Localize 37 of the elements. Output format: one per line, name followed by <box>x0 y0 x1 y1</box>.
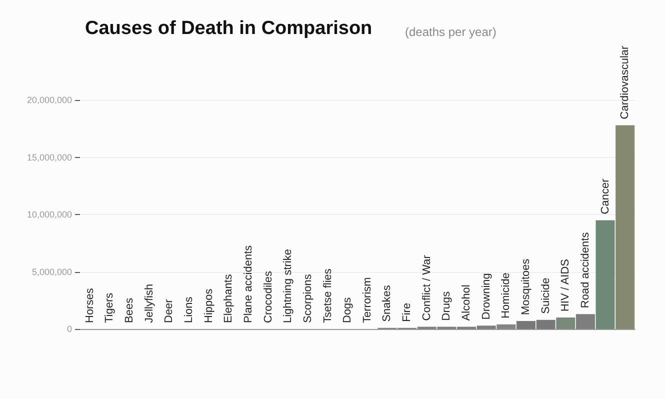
x-tick-label: Hippos <box>202 288 215 323</box>
x-tick-label: Fire <box>401 302 414 322</box>
x-tick-label: Drugs <box>440 290 453 321</box>
x-tick-label: Lions <box>183 296 196 323</box>
x-tick-label: Horses <box>84 288 96 323</box>
x-tick-label: Deer <box>163 298 176 323</box>
chart-subtitle: (deaths per year) <box>405 25 496 39</box>
y-tick-label: 5,000,000 <box>32 266 72 277</box>
x-tick-label: Cancer <box>599 178 612 214</box>
x-tick-label: Plane accidents <box>242 244 254 323</box>
bar <box>596 220 615 329</box>
x-tick-label: Lightning strike <box>282 249 294 323</box>
x-tick-label: Dogs <box>342 296 354 323</box>
x-tick-label: Scorpions <box>302 274 314 323</box>
y-tick-label: 10,000,000 <box>26 210 72 220</box>
x-tick-label: HIV / AIDS <box>560 258 572 312</box>
chart-title: Causes of Death in Comparison <box>85 18 372 39</box>
y-tick-label: 15,000,000 <box>26 152 72 162</box>
x-tick-label: Conflict / War <box>420 254 433 321</box>
x-tick-label: Crocodiles <box>262 270 274 323</box>
x-tick-label: Bees <box>124 297 136 323</box>
x-tick-label: Homicide <box>500 272 512 318</box>
bar <box>616 125 635 329</box>
x-tick-label: Elephants <box>222 274 235 323</box>
x-tick-label: Mosquitoes <box>520 258 532 315</box>
x-tick-label: Road accidents <box>579 232 592 308</box>
x-tick-label: Drowning <box>480 273 492 320</box>
x-tick-label: Suicide <box>540 278 552 314</box>
x-tick-label: Snakes <box>381 284 394 322</box>
x-tick-label: Tigers <box>104 292 116 323</box>
x-tick-label: Tsetse flies <box>322 268 334 323</box>
x-tick-label: Jellyfish <box>143 284 156 323</box>
x-tick-label: Terrorism <box>361 277 374 323</box>
x-tick-label: Cardiovascular <box>619 45 632 120</box>
x-tick-label: Alcohol <box>460 284 473 321</box>
y-tick-label: 20,000,000 <box>26 95 72 105</box>
y-tick-label: 0 <box>66 324 72 334</box>
